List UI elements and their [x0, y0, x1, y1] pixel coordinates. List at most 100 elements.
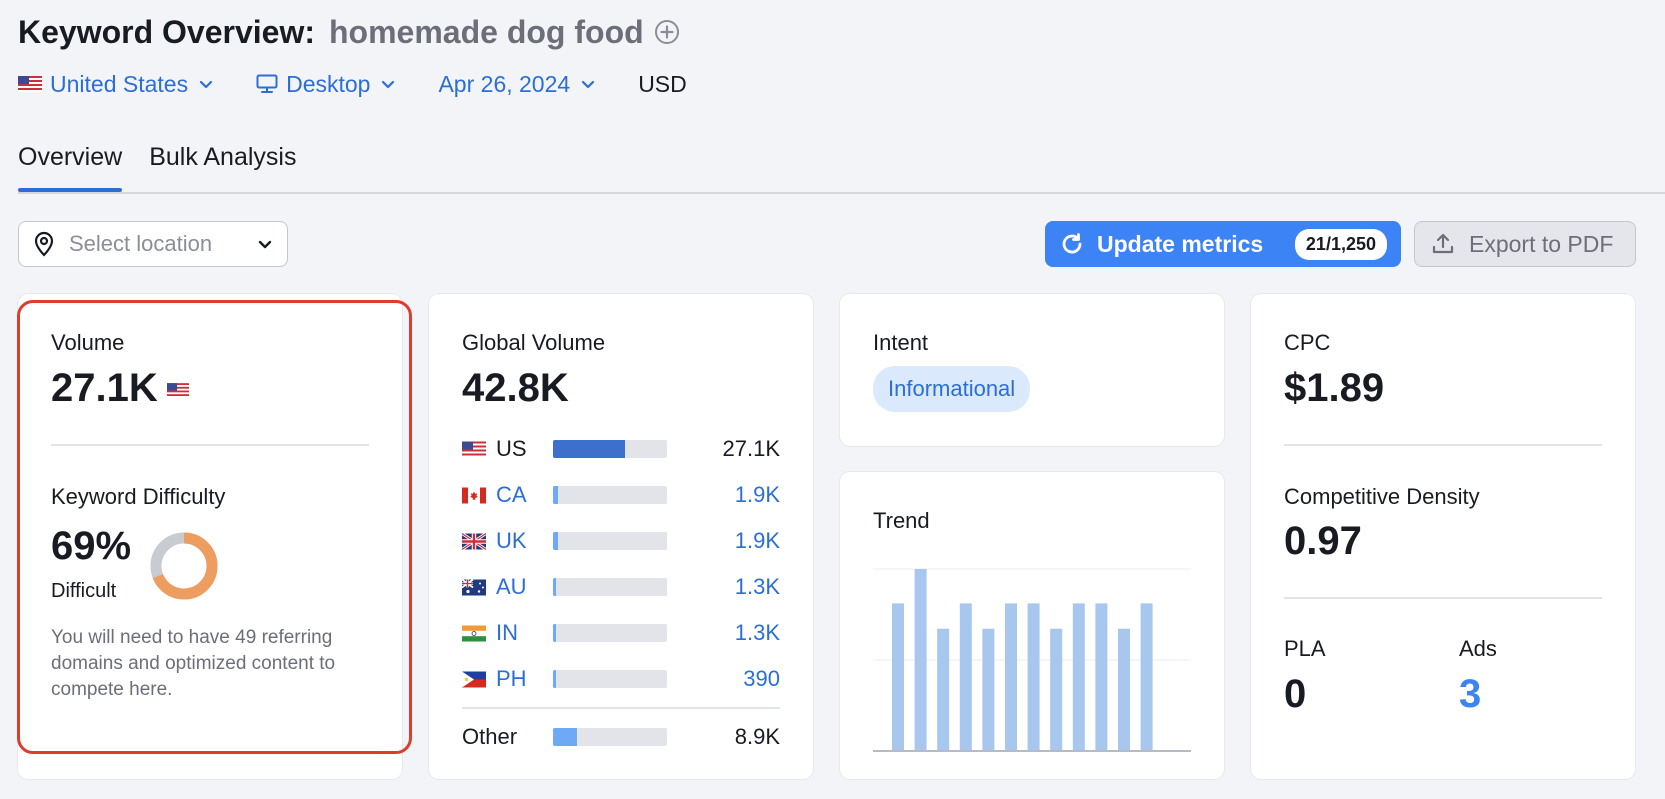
volume-bar	[553, 670, 667, 688]
country-volume[interactable]: 1.9K	[734, 482, 780, 507]
au-flag-icon	[462, 578, 486, 595]
country-label: United States	[50, 70, 189, 97]
country-row-other: Other 8.9K	[462, 722, 780, 752]
update-metrics-label: Update metrics	[1097, 230, 1264, 257]
volume-bar	[553, 486, 667, 504]
update-metrics-button[interactable]: Update metrics 21/1,250	[1045, 221, 1401, 267]
global-volume-value: 42.8K	[462, 366, 569, 410]
trend-bar	[959, 603, 972, 750]
card-divider	[462, 707, 780, 709]
country-code[interactable]: UK	[496, 528, 527, 553]
card-divider	[1284, 444, 1602, 446]
competitive-density-value: 0.97	[1284, 519, 1362, 563]
country-row-in[interactable]: IN 1.3K	[462, 618, 780, 648]
tab-overview[interactable]: Overview	[18, 135, 123, 193]
country-row-us: US 27.1K	[462, 434, 780, 464]
pla-label: PLA	[1284, 636, 1326, 661]
cpc-label: CPC	[1284, 330, 1331, 355]
trend-bar	[1050, 628, 1063, 750]
ads-value[interactable]: 3	[1459, 672, 1482, 716]
us-flag-icon	[462, 441, 486, 457]
country-code: US	[496, 436, 527, 461]
country-code[interactable]: IN	[496, 620, 518, 645]
country-volume[interactable]: 1.9K	[734, 528, 780, 553]
volume-bar	[553, 440, 667, 458]
volume-value: 27.1K	[51, 366, 158, 410]
intent-label: Intent	[873, 330, 929, 355]
trend-chart	[873, 568, 1191, 752]
us-flag-icon	[18, 76, 42, 92]
country-volume[interactable]: 1.3K	[734, 574, 780, 599]
upload-icon	[1432, 233, 1454, 254]
chevron-down-icon	[258, 240, 272, 249]
keyword-difficulty-level: Difficult	[51, 580, 117, 602]
intent-badge[interactable]: Informational	[873, 366, 1031, 412]
country-volume[interactable]: 1.3K	[734, 620, 780, 645]
volume-bar-fill	[553, 728, 577, 746]
volume-bar-fill	[553, 532, 558, 550]
country-dropdown[interactable]: United States	[18, 71, 214, 98]
country-volume[interactable]: 390	[743, 666, 780, 691]
cpc-card: CPC $1.89 Competitive Density 0.97 PLA 0…	[1251, 294, 1635, 779]
card-divider	[51, 444, 369, 446]
country-row-au[interactable]: AU 1.3K	[462, 572, 780, 602]
other-volume: 8.9K	[734, 724, 780, 749]
plus-circle-icon[interactable]	[654, 19, 680, 45]
date-dropdown[interactable]: Apr 26, 2024	[438, 71, 596, 98]
update-counter-badge: 21/1,250	[1294, 228, 1387, 260]
volume-bar-fill	[553, 440, 625, 458]
trend-bar	[914, 569, 927, 750]
volume-bar	[553, 728, 667, 746]
keyword-title: homemade dog food	[329, 13, 644, 50]
ads-label: Ads	[1459, 636, 1497, 661]
volume-value-row: 27.1K	[51, 366, 189, 411]
volume-bar	[553, 532, 667, 550]
ph-flag-icon	[462, 671, 486, 687]
export-pdf-button[interactable]: Export to PDF	[1414, 221, 1636, 267]
volume-bar-fill	[553, 578, 557, 596]
country-row-uk[interactable]: UK 1.9K	[462, 526, 780, 556]
tab-divider	[18, 192, 1665, 194]
trend-bar	[1072, 603, 1085, 750]
filter-bar: United States Desktop Apr 26, 2024 USD	[18, 64, 729, 104]
trend-bar	[1095, 603, 1108, 750]
country-code[interactable]: AU	[496, 574, 527, 599]
volume-label: Volume	[51, 330, 125, 355]
difficulty-donut-arc	[150, 532, 218, 600]
country-row-ph[interactable]: PH 390	[462, 664, 780, 694]
pla-value: 0	[1284, 672, 1307, 716]
country-code[interactable]: CA	[496, 482, 527, 507]
uk-flag-icon	[462, 532, 486, 550]
country-row-ca[interactable]: CA 1.9K	[462, 480, 780, 510]
in-flag-icon	[462, 625, 486, 641]
desktop-icon	[256, 74, 278, 93]
volume-card: Volume 27.1K Keyword Difficulty 69% Diff…	[18, 294, 402, 779]
other-label: Other	[462, 724, 518, 749]
location-select[interactable]: Select location	[18, 221, 288, 267]
keyword-difficulty-description: You will need to have 49 referring domai…	[51, 627, 336, 700]
volume-bar	[553, 578, 667, 596]
trend-bar	[1027, 603, 1040, 750]
currency-label: USD	[638, 70, 687, 97]
refresh-icon	[1062, 233, 1082, 254]
country-code[interactable]: PH	[496, 666, 527, 691]
date-label: Apr 26, 2024	[438, 70, 571, 97]
chevron-down-icon	[582, 80, 595, 89]
trend-bar	[1005, 603, 1017, 750]
card-divider	[1284, 597, 1602, 599]
trend-bar	[1118, 628, 1130, 750]
global-volume-label: Global Volume	[462, 330, 606, 355]
page-header: Keyword Overview: homemade dog food	[18, 10, 680, 54]
volume-bar-fill	[553, 670, 557, 688]
device-dropdown[interactable]: Desktop	[256, 71, 396, 98]
volume-bar-fill	[553, 624, 557, 642]
us-flag-icon	[166, 383, 189, 398]
device-label: Desktop	[286, 70, 371, 97]
trend-bar	[1140, 603, 1153, 750]
tab-bar: Overview Bulk Analysis	[18, 135, 323, 195]
trend-label: Trend	[873, 508, 930, 533]
trend-bar	[982, 628, 995, 750]
chevron-down-icon	[382, 80, 395, 89]
tab-bulk-analysis[interactable]: Bulk Analysis	[149, 143, 297, 171]
keyword-difficulty-label: Keyword Difficulty	[51, 484, 226, 509]
